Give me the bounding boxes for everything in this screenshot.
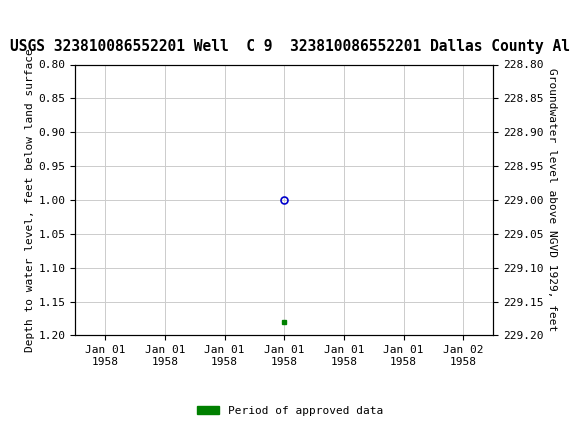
Legend: Period of approved data: Period of approved data xyxy=(193,401,387,420)
Text: USGS 323810086552201 Well  C 9  323810086552201 Dallas County Al: USGS 323810086552201 Well C 9 3238100865… xyxy=(10,39,570,54)
Y-axis label: Groundwater level above NGVD 1929, feet: Groundwater level above NGVD 1929, feet xyxy=(547,68,557,332)
Bar xyxy=(3,3,72,42)
Text: ▓USGS: ▓USGS xyxy=(3,14,72,31)
Y-axis label: Depth to water level, feet below land surface: Depth to water level, feet below land su… xyxy=(24,48,35,352)
Text: ≡USGS: ≡USGS xyxy=(4,14,75,31)
Bar xyxy=(3,3,70,42)
